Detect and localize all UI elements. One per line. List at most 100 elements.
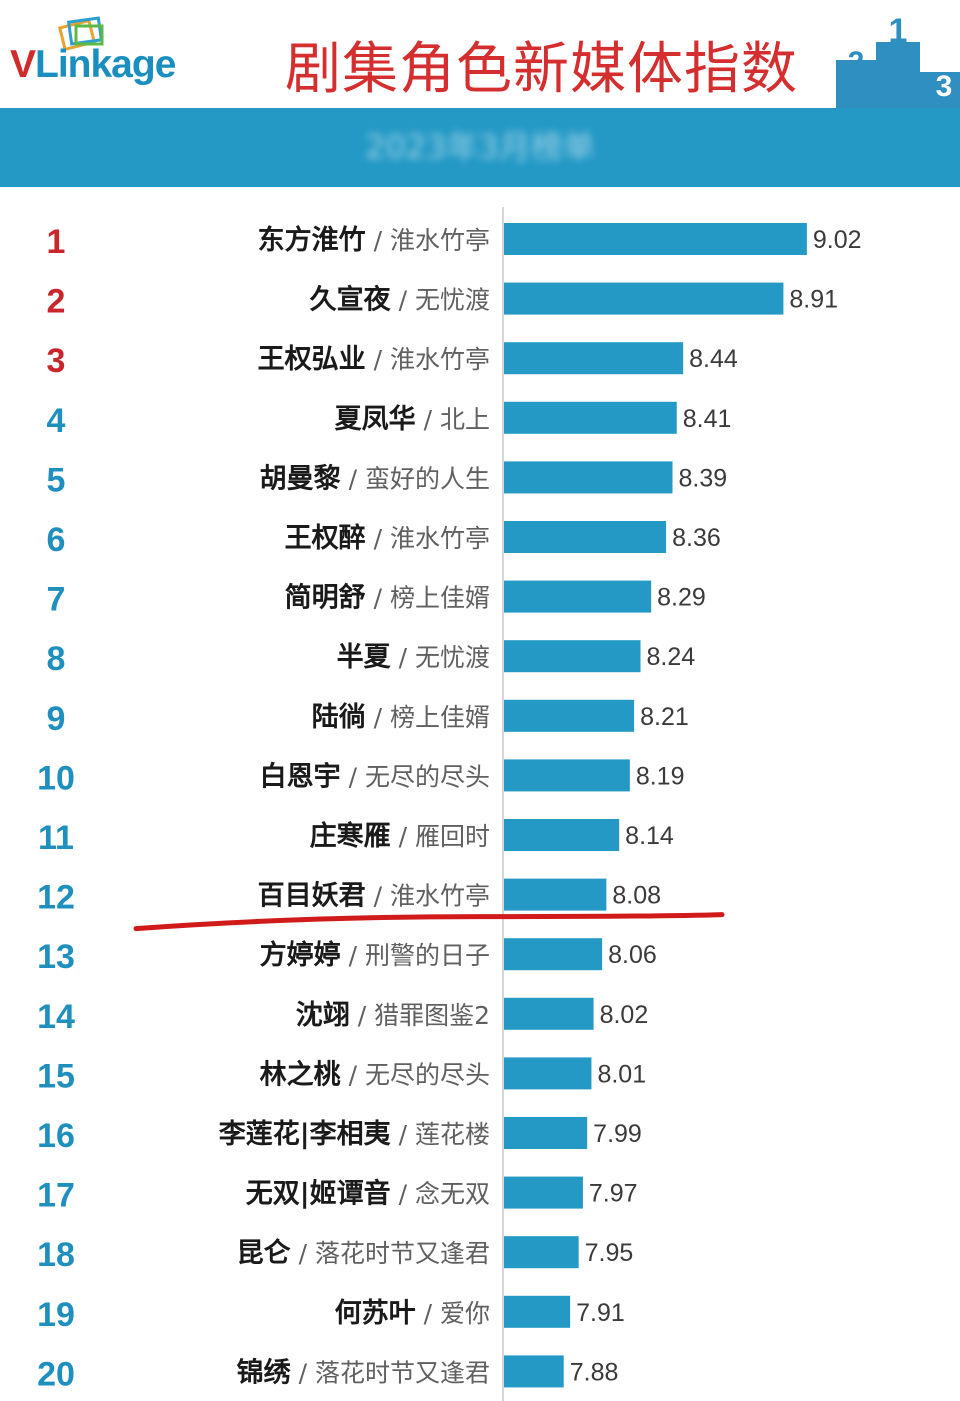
value-label: 8.19 — [636, 762, 685, 790]
category-label: 王权弘业 / 淮水竹亭 — [258, 344, 490, 375]
drama-name: / 雁回时 — [391, 822, 490, 851]
bar — [504, 1236, 579, 1269]
bar — [504, 1057, 592, 1090]
value-label: 8.36 — [672, 524, 721, 552]
category-label: 百目妖君 / 淮水竹亭 — [258, 881, 490, 912]
value-label: 7.97 — [589, 1180, 638, 1208]
page-title: 剧集角色新媒体指数 — [285, 37, 798, 102]
ranking-chart: 1 东方淮竹 / 淮水竹亭 9.02 2 久宣夜 / 无忧渡 8.91 3 王权弘业 / 淮水… — [37, 207, 862, 1401]
podium-label-2: 2 — [848, 46, 865, 79]
category-label: 昆仑 / 落花时节又逢君 — [237, 1237, 490, 1269]
drama-name: / 无尽的尽头 — [341, 762, 490, 791]
bar — [504, 819, 620, 851]
category-label: 方婷婷 / 刑警的日子 — [260, 939, 490, 971]
character-name: 李莲花|李相夷 — [218, 1119, 392, 1150]
value-label: 8.14 — [625, 822, 674, 850]
value-label: 8.29 — [657, 584, 706, 612]
value-label: 8.91 — [789, 286, 838, 314]
rank-label: 11 — [38, 819, 74, 857]
header-band — [0, 108, 960, 187]
bar — [504, 997, 594, 1030]
drama-name: / 无尽的尽头 — [341, 1060, 490, 1089]
drama-name: / 淮水竹亭 — [366, 882, 490, 911]
bar — [504, 640, 641, 673]
rank-label: 13 — [37, 938, 75, 976]
bar — [504, 282, 784, 315]
rank-label: 20 — [37, 1355, 75, 1393]
bar — [504, 759, 630, 792]
rank-label: 7 — [47, 581, 66, 619]
bar — [504, 878, 607, 911]
character-name: 夏凤华 — [335, 403, 416, 435]
drama-name: / 榜上佳婿 — [366, 703, 490, 732]
bar — [504, 1117, 588, 1149]
bar — [504, 580, 652, 613]
drama-name: / 淮水竹亭 — [366, 226, 490, 255]
podium-label-1: 1 — [889, 14, 908, 50]
character-name: 白恩宇 — [260, 760, 341, 792]
category-label: 胡曼黎 / 蛮好的人生 — [260, 463, 490, 494]
vlinkage-logo: VLinkage — [10, 40, 176, 90]
value-label: 8.44 — [689, 345, 738, 373]
rank-label: 8 — [47, 640, 66, 678]
rank-label: 5 — [47, 461, 66, 499]
rank-label: 4 — [47, 402, 66, 440]
category-label: 东方淮竹 / 淮水竹亭 — [258, 224, 490, 256]
drama-name: / 落花时节又逢君 — [291, 1239, 490, 1268]
category-label: 白恩宇 / 无尽的尽头 — [260, 760, 490, 792]
value-label: 8.21 — [640, 703, 689, 731]
bar — [504, 521, 667, 553]
rank-label: 6 — [47, 521, 66, 559]
category-label: 久宣夜 / 无忧渡 — [310, 284, 490, 316]
bar — [504, 1176, 583, 1209]
value-label: 8.24 — [647, 643, 696, 671]
drama-name: / 无忧渡 — [391, 286, 490, 315]
character-name: 王权醉 — [285, 522, 366, 554]
bar — [504, 461, 673, 494]
character-name: 半夏 — [337, 642, 392, 673]
rank-label: 17 — [37, 1177, 75, 1215]
podium-label-3: 3 — [936, 70, 953, 103]
category-label: 简明舒 / 榜上佳婿 — [285, 582, 490, 614]
value-label: 7.91 — [576, 1299, 625, 1327]
rank-label: 3 — [47, 342, 66, 380]
subtitle: 2023年3月榜单 — [365, 128, 595, 166]
category-label: 沈翊 / 猎罪图鉴2 — [296, 1000, 490, 1031]
value-label: 7.88 — [570, 1358, 619, 1386]
bar — [504, 938, 603, 971]
logo-v: V — [10, 43, 36, 86]
drama-name: / 刑警的日子 — [341, 941, 490, 970]
character-name: 昆仑 — [237, 1237, 292, 1269]
rank-label: 12 — [37, 879, 75, 917]
drama-name: / 猎罪图鉴2 — [350, 1001, 490, 1030]
character-name: 林之桃 — [260, 1058, 341, 1090]
category-label: 李莲花|李相夷 / 莲花楼 — [218, 1119, 490, 1150]
bar — [504, 401, 677, 434]
character-name: 胡曼黎 — [260, 463, 341, 494]
category-label: 无双|姬谭音 / 念无双 — [246, 1178, 490, 1210]
bar — [504, 223, 807, 255]
category-label: 何苏叶 / 爱你 — [335, 1298, 490, 1329]
value-label: 8.02 — [600, 1001, 649, 1029]
category-label: 庄寒雁 / 雁回时 — [310, 820, 490, 852]
rank-label: 2 — [47, 283, 66, 321]
rank-label: 10 — [37, 759, 75, 797]
character-name: 陆徜 — [312, 702, 366, 733]
podium-icon: 2 1 3 — [836, 14, 960, 108]
value-label: 8.41 — [683, 405, 732, 433]
character-name: 王权弘业 — [258, 344, 366, 375]
category-label: 夏凤华 / 北上 — [335, 403, 490, 435]
value-label: 7.99 — [593, 1120, 642, 1148]
bar — [504, 342, 684, 375]
character-name: 久宣夜 — [310, 284, 392, 316]
character-name: 东方淮竹 — [258, 224, 366, 256]
drama-name: / 淮水竹亭 — [366, 345, 490, 374]
bar — [504, 1295, 571, 1328]
character-name: 无双|姬谭音 — [246, 1178, 391, 1210]
logo-mark-icon — [58, 16, 104, 52]
drama-name: / 落花时节又逢君 — [291, 1358, 490, 1387]
character-name: 何苏叶 — [335, 1298, 416, 1329]
rank-label: 9 — [47, 700, 66, 738]
character-name: 简明舒 — [285, 582, 366, 614]
category-label: 陆徜 / 榜上佳婿 — [312, 702, 490, 733]
